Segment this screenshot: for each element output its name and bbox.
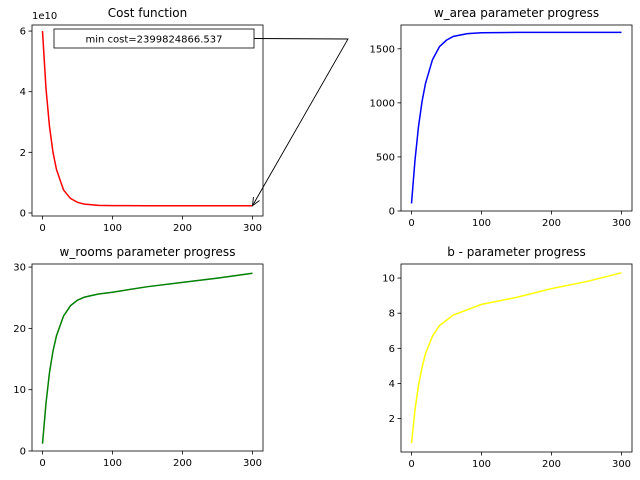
y-tick-label: 0 <box>20 208 26 219</box>
x-tick-label: 0 <box>39 458 45 469</box>
x-tick-label: 100 <box>103 223 122 234</box>
annotation-arrow <box>252 38 349 206</box>
chart-b: b - parameter progress 0 100 200 300 2 4 6 8 10 <box>382 245 633 470</box>
x-tick-label: 300 <box>243 223 262 234</box>
x-tick-label: 100 <box>472 218 491 229</box>
chart-w_rooms: w_rooms parameter progress 0 100 200 300 0 10 2… <box>13 245 264 469</box>
x-tick-label: 0 <box>408 218 414 229</box>
x-tick-label: 200 <box>542 459 561 470</box>
y-tick-label: 4 <box>389 379 395 390</box>
series-line <box>410 31 622 204</box>
x-tick-label: 0 <box>408 459 414 470</box>
chart-cost: Cost function 0 100 200 300 0 2 4 6 1e10 min cost=… <box>20 6 349 234</box>
chart-title: w_area parameter progress <box>434 6 599 20</box>
chart-title: w_rooms parameter progress <box>60 245 236 259</box>
x-tick-label: 100 <box>472 459 491 470</box>
y-tick-label: 2 <box>389 414 395 425</box>
x-tick-label: 200 <box>173 223 192 234</box>
axes-frame <box>400 263 633 453</box>
x-tick-label: 0 <box>39 223 45 234</box>
y-tick-label: 6 <box>389 344 395 355</box>
y-tick-label: 1500 <box>370 44 395 55</box>
y-tick-label: 30 <box>13 263 26 274</box>
x-tick-label: 200 <box>173 458 192 469</box>
axes-frame <box>31 24 264 217</box>
x-tick-label: 300 <box>612 459 631 470</box>
y-tick-label: 0 <box>20 447 26 458</box>
x-tick-label: 300 <box>612 218 631 229</box>
y-tick-label: 20 <box>13 324 26 335</box>
y-tick-label: 8 <box>389 309 395 320</box>
series-line <box>41 31 253 207</box>
y-tick-label: 0 <box>389 207 395 218</box>
chart-title: b - parameter progress <box>447 245 586 259</box>
chart-title: Cost function <box>108 6 188 20</box>
annotation-text: min cost=2399824866.537 <box>85 35 222 46</box>
y-tick-label: 6 <box>20 27 26 38</box>
y-tick-label: 10 <box>13 385 26 396</box>
y-tick-label: 1000 <box>370 98 395 109</box>
x-tick-label: 200 <box>542 218 561 229</box>
y-tick-label: 10 <box>382 274 395 285</box>
series-line <box>410 272 622 444</box>
axes-frame <box>400 24 633 212</box>
y-tick-label: 2 <box>20 148 26 159</box>
chart-w_area: w_area parameter progress 0 100 200 300 0 500 1… <box>370 6 633 229</box>
series-line <box>41 272 253 444</box>
y-tick-label: 500 <box>376 152 395 163</box>
y-tick-label: 4 <box>20 87 26 98</box>
y-offset-label: 1e10 <box>32 11 57 22</box>
x-tick-label: 100 <box>103 458 122 469</box>
annotation-arrowhead <box>251 196 260 207</box>
x-tick-label: 300 <box>243 458 262 469</box>
axes-frame <box>31 263 264 452</box>
